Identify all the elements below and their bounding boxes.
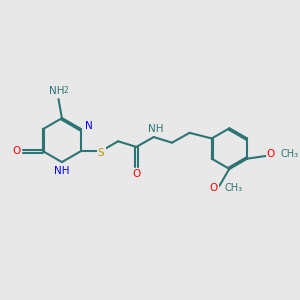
Text: O: O	[267, 149, 275, 159]
Text: O: O	[132, 169, 140, 179]
Text: O: O	[13, 146, 21, 156]
Text: O: O	[210, 183, 218, 193]
Text: CH₃: CH₃	[224, 183, 243, 193]
Text: S: S	[98, 148, 104, 158]
Text: NH: NH	[148, 124, 164, 134]
Text: NH: NH	[50, 86, 65, 96]
Text: 2: 2	[63, 85, 68, 94]
Text: N: N	[85, 122, 93, 131]
Text: NH: NH	[54, 166, 69, 176]
Text: CH₃: CH₃	[281, 149, 299, 159]
